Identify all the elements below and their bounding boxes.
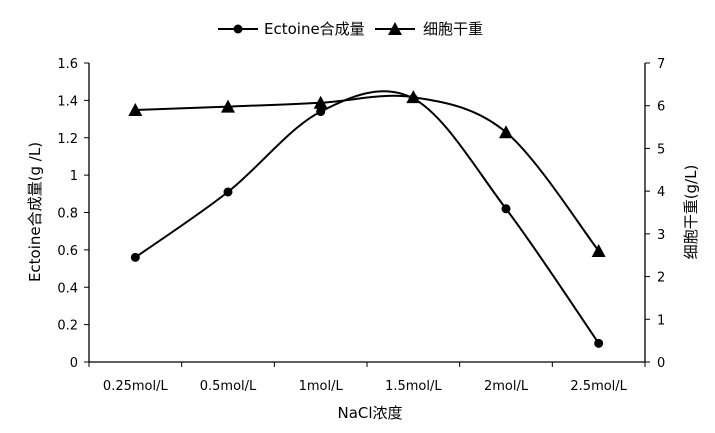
y-left-tick-label: 1.6	[57, 57, 78, 72]
legend-label-dry-weight: 细胞干重	[423, 20, 483, 38]
x-tick-label: 0.5mol/L	[200, 379, 257, 394]
data-point-triangle	[591, 243, 606, 257]
data-point-circle	[223, 187, 233, 197]
data-point-circle	[501, 204, 511, 214]
y-left-tick-label: 0.8	[57, 207, 78, 222]
data-point-triangle	[499, 125, 513, 139]
series-line-1	[134, 90, 600, 344]
data-point-triangle	[128, 102, 143, 116]
x-tick-label: 2mol/L	[484, 379, 529, 394]
data-point-triangle	[313, 95, 328, 109]
data-point-circle	[130, 252, 140, 262]
y-left-tick-label: 0.6	[57, 244, 78, 259]
y-right-tick-label: 7	[657, 57, 665, 72]
x-tick-label: 1.5mol/L	[385, 379, 442, 394]
y-left-tick-label: 0.2	[57, 319, 78, 334]
y-right-tick-label: 0	[657, 356, 665, 371]
data-point-triangle	[406, 90, 421, 104]
data-point-triangle	[221, 99, 235, 113]
data-point-circle	[316, 107, 326, 117]
y-right-tick-label: 5	[657, 142, 665, 157]
y-axis-right-title: 细胞干重(g/L)	[682, 165, 700, 260]
y-right-tick-label: 3	[657, 228, 665, 243]
y-right-tick-label: 1	[657, 313, 665, 328]
x-tick-label: 1mol/L	[299, 379, 344, 394]
x-tick-label: 2.5mol/L	[570, 379, 627, 394]
y-right-tick-label: 6	[657, 100, 665, 115]
y-left-tick-label: 0	[70, 356, 78, 371]
legend-marker-ectoine	[233, 24, 243, 34]
y-left-tick-label: 0.4	[57, 281, 78, 296]
y-left-tick-label: 1.4	[57, 94, 78, 109]
series-line-2	[135, 94, 600, 252]
legend: Ectoine合成量 细胞干重	[218, 20, 483, 38]
legend-label-ectoine: Ectoine合成量	[264, 20, 365, 38]
y-left-tick-label: 1.2	[57, 132, 78, 147]
x-tick-label: 0.25mol/L	[103, 379, 169, 394]
legend-marker-dry-weight	[388, 22, 402, 35]
y-right-tick-label: 2	[657, 271, 665, 286]
y-right-tick-label: 4	[657, 185, 665, 200]
x-axis-title: NaCl浓度	[337, 404, 402, 422]
y-left-tick-label: 1	[70, 169, 78, 184]
data-point-circle	[594, 338, 604, 348]
y-axis-left-title: Ectoine合成量(g /L)	[26, 142, 44, 282]
